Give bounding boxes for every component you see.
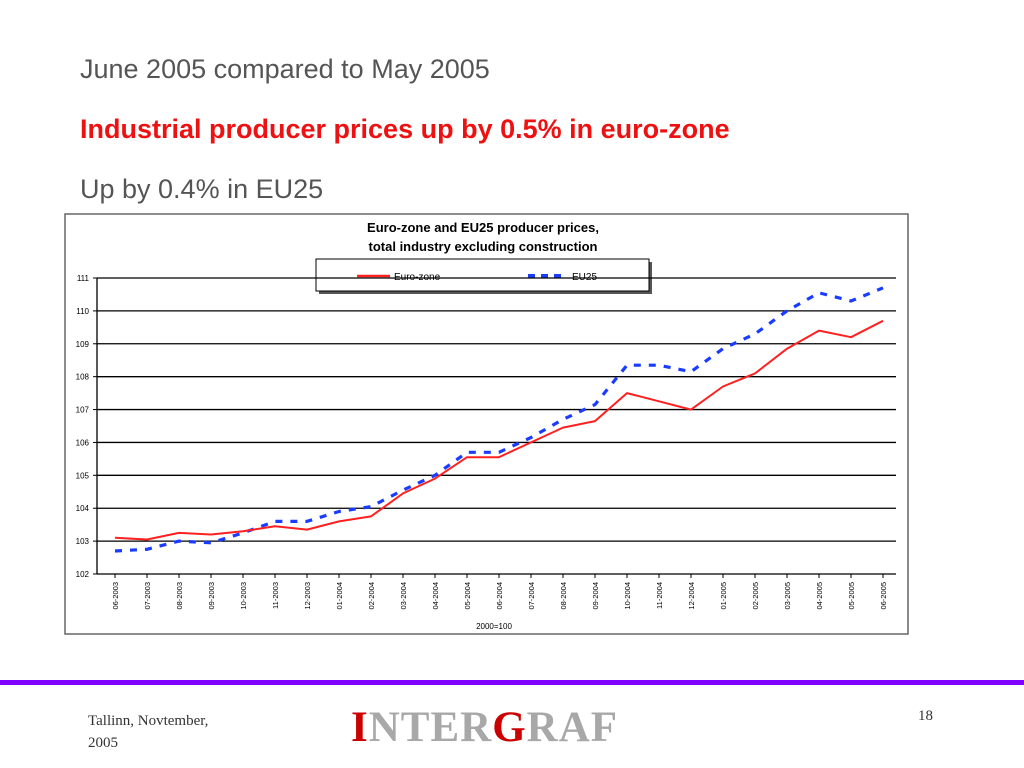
x-tick-label: 05-2005 — [847, 582, 856, 610]
footer-location-text: Tallinn, Novtember, — [88, 713, 209, 729]
page-number: 18 — [918, 708, 933, 724]
x-tick-label: 01-2005 — [719, 582, 728, 610]
chart-title-line-2: total industry excluding construction — [369, 239, 598, 254]
x-tick-label: 07-2004 — [527, 582, 536, 610]
x-axis-label: 2000=100 — [476, 622, 512, 631]
footer-year: 2005 — [88, 735, 118, 751]
series-line-eu25 — [114, 286, 884, 553]
x-tick-label: 11-2004 — [655, 582, 664, 609]
y-tick-label: 105 — [76, 471, 90, 480]
legend: Euro-zone EU25 — [315, 258, 652, 294]
x-tick-label: 05-2004 — [463, 582, 472, 610]
x-tick-label: 12-2004 — [687, 582, 696, 610]
x-tick-label: 09-2003 — [207, 582, 216, 610]
x-tick-label: 02-2005 — [751, 582, 760, 610]
x-tick-label: 04-2004 — [431, 582, 440, 610]
chart-title-line-1: Euro-zone and EU25 producer prices, — [367, 220, 599, 235]
logo-part-raf: RAF — [526, 704, 619, 751]
grid-and-axes: 102 103 104 105 106 107 108 109 110 111 06-2003 07-… — [76, 274, 896, 610]
y-tick-label: 110 — [76, 307, 89, 316]
logo-letter-g: G — [492, 704, 527, 751]
x-tick-label: 10-2004 — [623, 582, 632, 610]
footer-divider — [0, 680, 1024, 685]
x-tick-label: 09-2004 — [591, 582, 600, 610]
y-tick-label: 107 — [76, 406, 90, 415]
x-tick-label: 06-2003 — [111, 582, 120, 610]
x-tick-label: 08-2004 — [559, 582, 568, 610]
y-tick-label: 108 — [76, 373, 90, 382]
series-layer — [114, 286, 884, 553]
x-tick-label: 06-2004 — [495, 582, 504, 610]
footer-location: Tallinn, Novtember, 2005 — [88, 710, 268, 754]
x-tick-label: 12-2003 — [303, 582, 312, 610]
x-tick-label: 11-2003 — [271, 582, 280, 609]
x-tick-label: 06-2005 — [879, 582, 888, 610]
x-tick-label: 03-2004 — [399, 582, 408, 610]
y-tick-label: 111 — [77, 274, 90, 283]
x-tick-label: 10-2003 — [239, 582, 248, 610]
logo-letter-i: I — [351, 704, 369, 751]
y-tick-label: 103 — [76, 537, 90, 546]
x-tick-label: 02-2004 — [367, 582, 376, 610]
y-tick-label: 106 — [76, 438, 90, 447]
logo-part-nter: NTER — [368, 704, 493, 751]
x-tick-label: 03-2005 — [783, 582, 792, 610]
series-line-euro-zone — [114, 319, 884, 541]
y-tick-label: 109 — [76, 340, 90, 349]
y-tick-label: 104 — [76, 504, 90, 513]
intergraf-logo: INTERGRAF — [351, 702, 618, 754]
x-tick-label: 04-2005 — [815, 582, 824, 610]
slide-subheading-eu25: Up by 0.4% in EU25 — [80, 174, 324, 204]
chart: Euro-zone and EU25 producer prices, tota… — [64, 213, 909, 635]
slide-heading: June 2005 compared to May 2005 — [80, 54, 490, 84]
x-tick-label: 08-2003 — [175, 582, 184, 610]
slide-subheading: Industrial producer prices up by 0.5% in… — [80, 114, 730, 144]
y-tick-label: 102 — [76, 570, 90, 579]
x-tick-label: 01-2004 — [335, 582, 344, 610]
x-tick-label: 07-2003 — [143, 582, 152, 610]
